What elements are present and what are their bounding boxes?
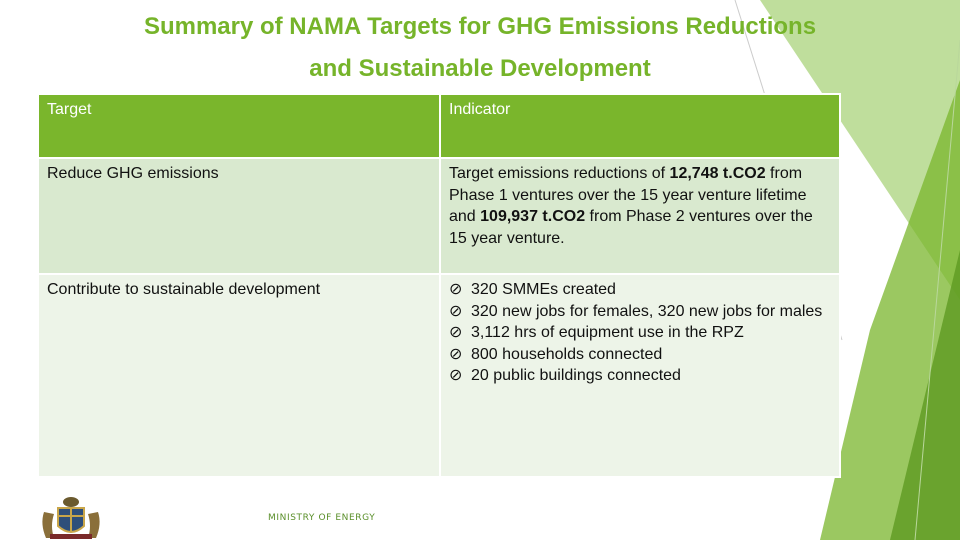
ministry-label: MINISTRY OF ENERGY xyxy=(268,513,376,523)
phase2-reduction-value: 109,937 t.CO2 xyxy=(480,208,586,225)
indicator-cell: ⊘ 320 SMMEs created ⊘ 320 new jobs for fem… xyxy=(439,273,841,478)
indicator-cell: Target emissions reductions of 12,748 t.… xyxy=(439,157,841,275)
indicator-text: from Phase 1 ventures over the 15 year v… xyxy=(449,165,807,225)
list-item: ⊘ 3,112 hrs of equipment use in the RPZ xyxy=(449,322,831,344)
list-item: ⊘ 320 new jobs for females, 320 new jobs … xyxy=(449,301,831,323)
bullet-icon: ⊘ xyxy=(449,345,463,363)
bullet-icon: ⊘ xyxy=(449,367,463,384)
indicator-text: from Phase 2 ventures over the 15 year v… xyxy=(449,208,813,247)
phase1-reduction-value: 12,748 t.CO2 xyxy=(669,165,766,182)
list-item: ⊘ 20 public buildings connected xyxy=(449,365,831,387)
coat-of-arms-icon xyxy=(42,497,100,539)
header-target: Target xyxy=(37,93,441,159)
bullet-icon: ⊘ xyxy=(449,302,463,320)
list-item: ⊘ 320 SMMEs created xyxy=(449,279,831,301)
table-row: Reduce GHG emissions Target emissions re… xyxy=(37,157,841,275)
bullet-icon: ⊘ xyxy=(449,281,463,298)
target-cell: Reduce GHG emissions xyxy=(37,157,441,275)
nama-targets-table: Target Indicator Reduce GHG emissions Ta… xyxy=(37,93,841,478)
slide-title-line-2: and Sustainable Development xyxy=(309,55,651,82)
header-indicator: Indicator xyxy=(439,93,841,159)
table-header-row: Target Indicator xyxy=(37,93,841,159)
table-row: Contribute to sustainable development ⊘ 3… xyxy=(37,273,841,478)
slide-title-line-1: Summary of NAMA Targets for GHG Emission… xyxy=(143,13,817,40)
target-cell: Contribute to sustainable development xyxy=(37,273,441,478)
bullet-icon: ⊘ xyxy=(449,324,463,341)
indicator-text: Target emissions reductions of xyxy=(449,165,670,182)
list-item: ⊘ 800 households connected xyxy=(449,344,831,366)
